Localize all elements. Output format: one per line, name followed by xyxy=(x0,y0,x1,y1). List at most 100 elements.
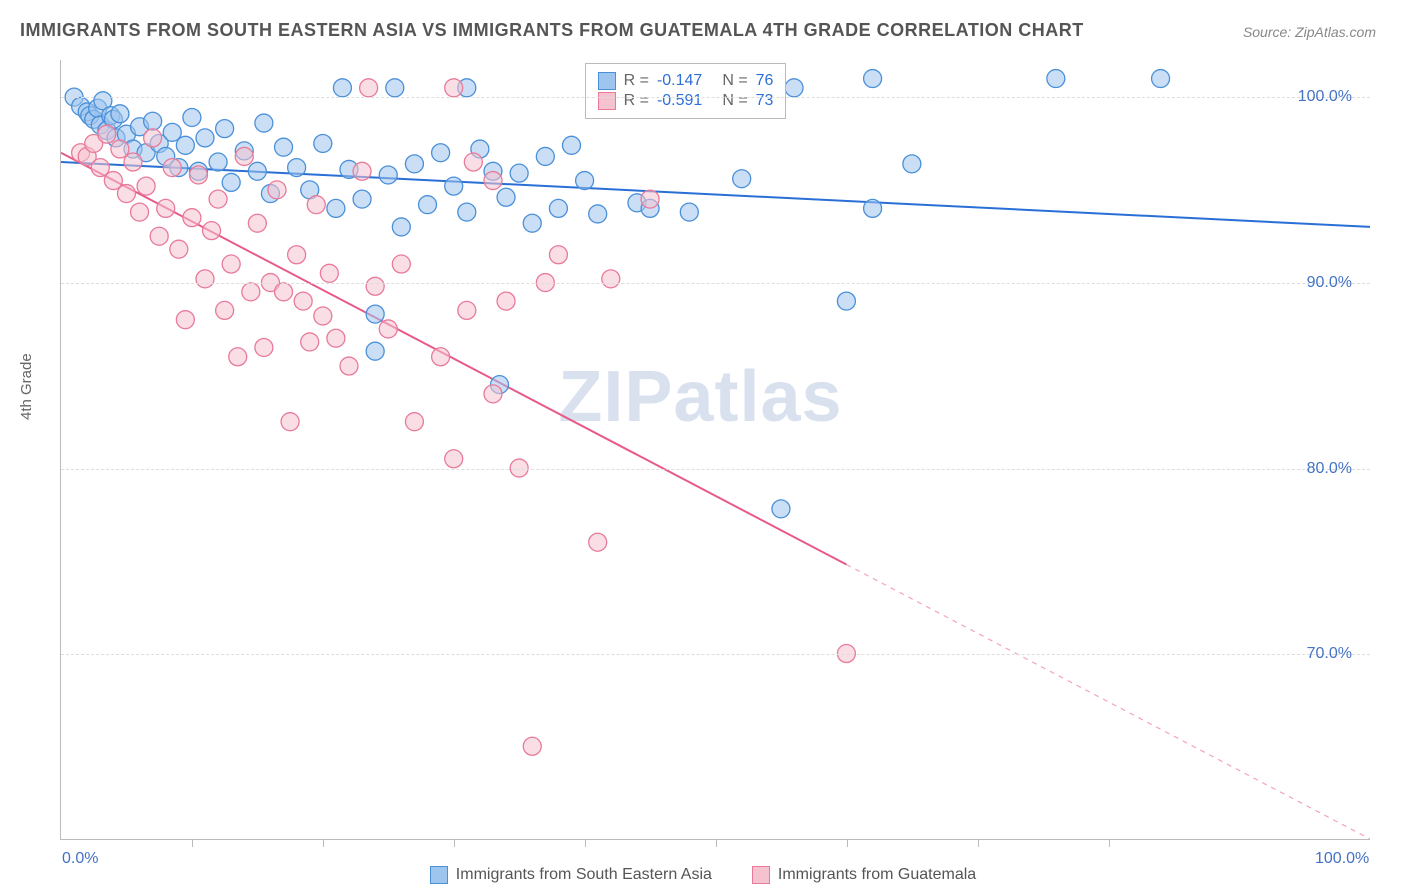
r-value-sea: -0.147 xyxy=(657,72,702,90)
data-point-guatemala xyxy=(124,153,142,171)
data-point-guatemala xyxy=(602,270,620,288)
data-point-guatemala xyxy=(209,190,227,208)
data-point-guatemala xyxy=(176,311,194,329)
data-point-guatemala xyxy=(484,172,502,190)
data-point-guatemala xyxy=(589,533,607,551)
data-point-guatemala xyxy=(248,214,266,232)
data-point-sea xyxy=(733,170,751,188)
chart-title: IMMIGRANTS FROM SOUTH EASTERN ASIA VS IM… xyxy=(20,20,1084,41)
data-point-guatemala xyxy=(189,166,207,184)
data-point-sea xyxy=(864,70,882,88)
data-point-sea xyxy=(563,136,581,154)
data-point-sea xyxy=(327,199,345,217)
swatch-guatemala xyxy=(752,866,770,884)
data-point-guatemala xyxy=(203,222,221,240)
x-tick xyxy=(978,839,979,847)
swatch-sea xyxy=(598,72,616,90)
data-point-sea xyxy=(497,188,515,206)
x-tick xyxy=(716,839,717,847)
data-point-guatemala xyxy=(497,292,515,310)
data-point-sea xyxy=(445,177,463,195)
data-point-sea xyxy=(248,162,266,180)
data-point-guatemala xyxy=(523,737,541,755)
data-point-sea xyxy=(366,342,384,360)
data-point-sea xyxy=(353,190,371,208)
data-point-sea xyxy=(680,203,698,221)
n-label: N = xyxy=(722,92,747,110)
swatch-guatemala xyxy=(598,92,616,110)
data-point-sea xyxy=(864,199,882,217)
r-label: R = xyxy=(624,72,649,90)
data-point-guatemala xyxy=(98,125,116,143)
data-point-sea xyxy=(785,79,803,97)
data-point-guatemala xyxy=(445,79,463,97)
data-point-guatemala xyxy=(117,185,135,203)
data-point-sea xyxy=(222,173,240,191)
bottom-legend: Immigrants from South Eastern Asia Immig… xyxy=(0,866,1406,884)
r-value-guatemala: -0.591 xyxy=(657,92,702,110)
data-point-sea xyxy=(576,172,594,190)
data-point-guatemala xyxy=(307,196,325,214)
data-point-sea xyxy=(216,120,234,138)
data-point-guatemala xyxy=(464,153,482,171)
data-point-sea xyxy=(275,138,293,156)
data-point-sea xyxy=(386,79,404,97)
x-tick xyxy=(585,839,586,847)
n-label: N = xyxy=(722,72,747,90)
data-point-sea xyxy=(1152,70,1170,88)
y-tick-label: 80.0% xyxy=(1307,460,1352,478)
legend-item-sea: Immigrants from South Eastern Asia xyxy=(430,866,712,884)
data-point-guatemala xyxy=(314,307,332,325)
data-point-guatemala xyxy=(144,129,162,147)
data-point-sea xyxy=(903,155,921,173)
data-point-sea xyxy=(314,134,332,152)
regression-line-extrap-guatemala xyxy=(846,564,1370,839)
regression-line-guatemala xyxy=(61,153,846,565)
data-point-guatemala xyxy=(229,348,247,366)
chart-svg xyxy=(61,60,1370,839)
y-tick-label: 70.0% xyxy=(1307,645,1352,663)
data-point-guatemala xyxy=(641,190,659,208)
data-point-sea xyxy=(144,112,162,130)
data-point-guatemala xyxy=(150,227,168,245)
y-tick-label: 90.0% xyxy=(1307,274,1352,292)
data-point-sea xyxy=(419,196,437,214)
data-point-sea xyxy=(209,153,227,171)
data-point-guatemala xyxy=(405,413,423,431)
data-point-guatemala xyxy=(235,147,253,165)
n-value-sea: 76 xyxy=(756,72,774,90)
y-axis-label: 4th Grade xyxy=(18,353,35,420)
data-point-sea xyxy=(183,109,201,127)
data-point-guatemala xyxy=(137,177,155,195)
data-point-guatemala xyxy=(445,450,463,468)
data-point-guatemala xyxy=(327,329,345,347)
n-value-guatemala: 73 xyxy=(756,92,774,110)
data-point-sea xyxy=(772,500,790,518)
data-point-sea xyxy=(536,147,554,165)
data-point-sea xyxy=(837,292,855,310)
data-point-guatemala xyxy=(163,159,181,177)
swatch-sea xyxy=(430,866,448,884)
legend-item-guatemala: Immigrants from Guatemala xyxy=(752,866,976,884)
data-point-sea xyxy=(196,129,214,147)
data-point-sea xyxy=(432,144,450,162)
data-point-guatemala xyxy=(170,240,188,258)
data-point-guatemala xyxy=(131,203,149,221)
data-point-guatemala xyxy=(216,301,234,319)
x-tick-label: 0.0% xyxy=(62,850,98,868)
data-point-sea xyxy=(392,218,410,236)
data-point-sea xyxy=(1047,70,1065,88)
data-point-guatemala xyxy=(340,357,358,375)
x-tick xyxy=(454,839,455,847)
legend-label-guatemala: Immigrants from Guatemala xyxy=(778,866,976,884)
data-point-sea xyxy=(288,159,306,177)
data-point-guatemala xyxy=(275,283,293,301)
legend-stats-row-guatemala: R = -0.591 N = 73 xyxy=(598,92,774,110)
data-point-guatemala xyxy=(268,181,286,199)
data-point-sea xyxy=(523,214,541,232)
data-point-guatemala xyxy=(379,320,397,338)
data-point-guatemala xyxy=(549,246,567,264)
data-point-sea xyxy=(405,155,423,173)
data-point-guatemala xyxy=(301,333,319,351)
data-point-guatemala xyxy=(157,199,175,217)
